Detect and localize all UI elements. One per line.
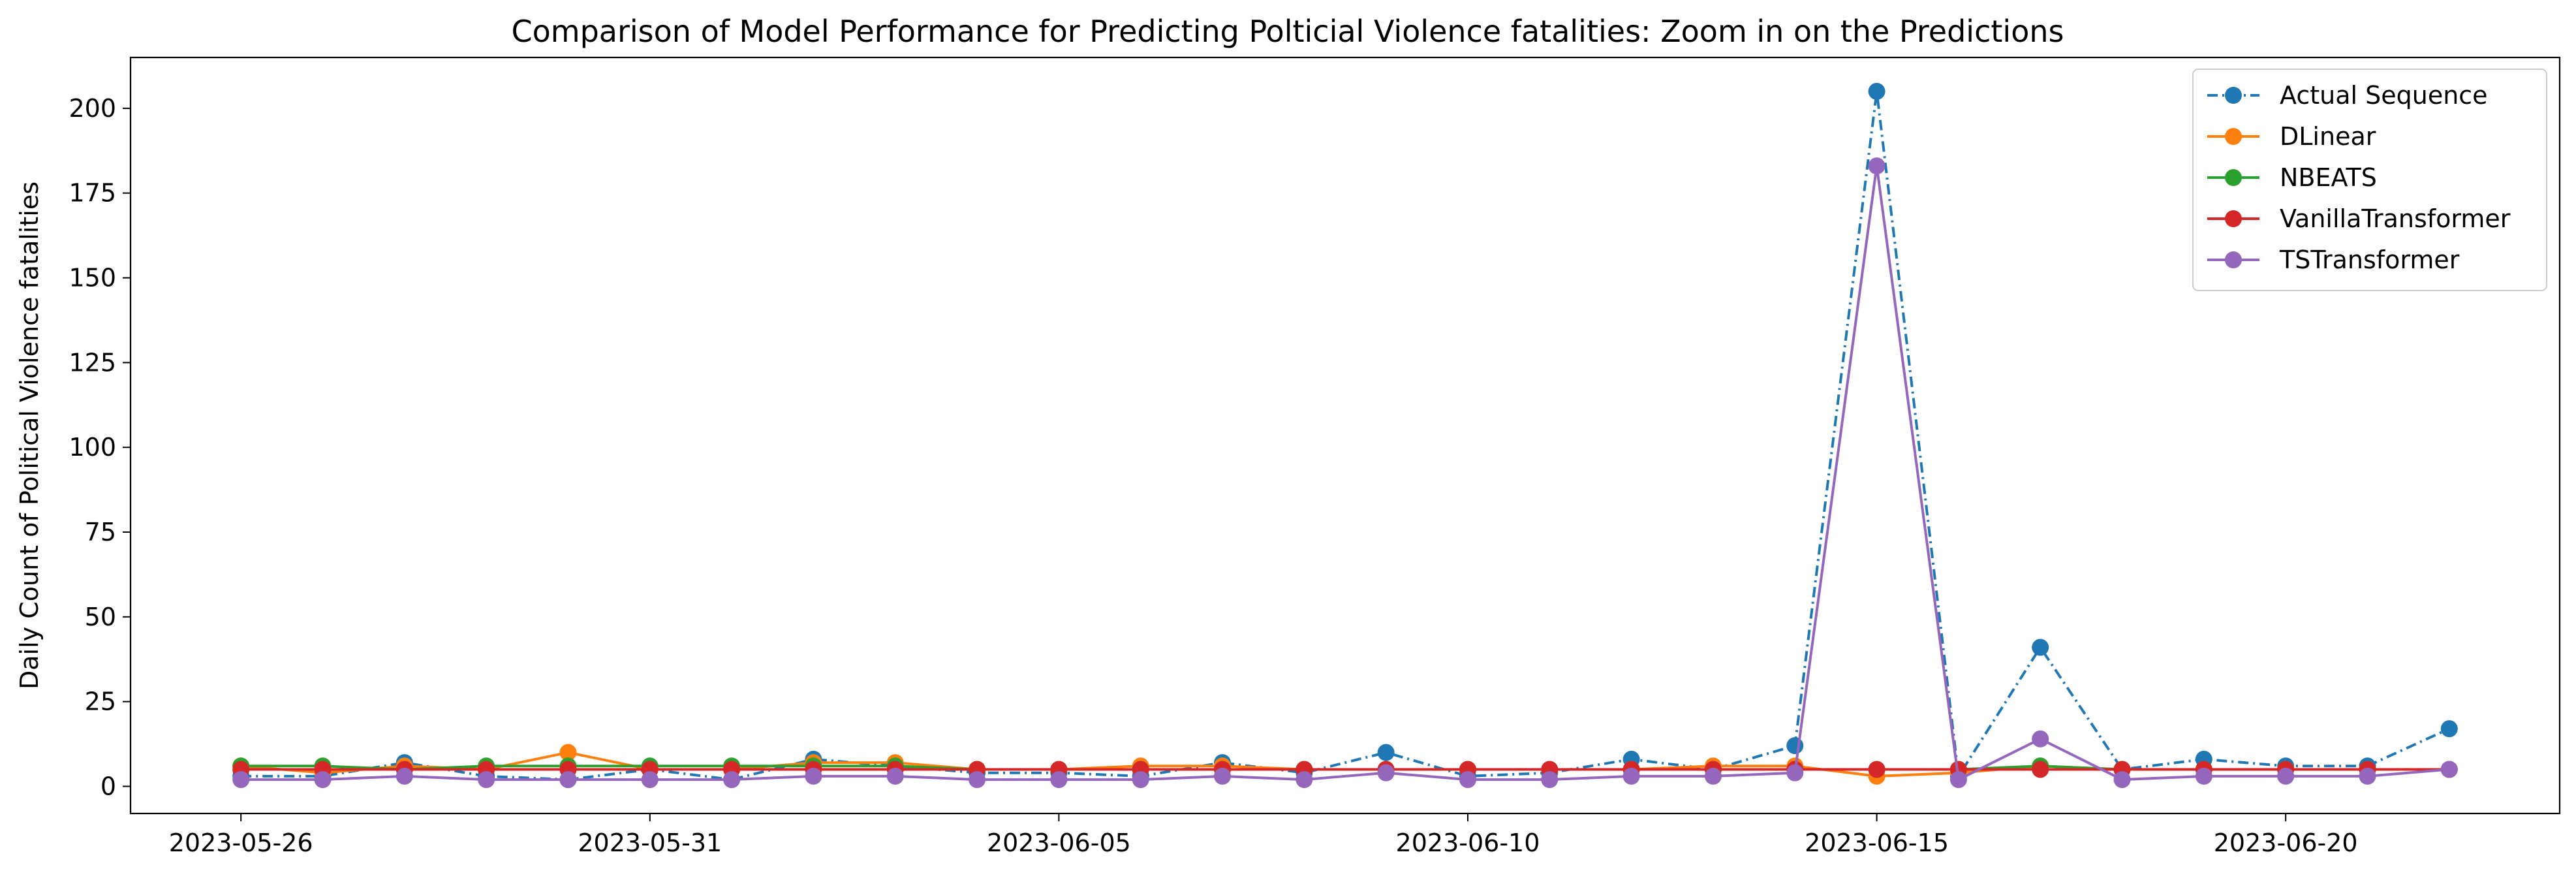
x-tick-label: 2023-05-31 <box>578 829 722 857</box>
legend-label: Actual Sequence <box>2280 81 2488 110</box>
y-tick-label: 150 <box>69 264 116 292</box>
data-point <box>1050 771 1068 789</box>
legend: Actual Sequence DLinear NBEATS VanillaTrans… <box>2192 69 2547 291</box>
legend-label: VanillaTransformer <box>2280 204 2511 233</box>
y-tick-label: 100 <box>69 433 116 462</box>
legend-marker <box>2225 169 2242 186</box>
data-point <box>2440 761 2458 778</box>
legend-label: NBEATS <box>2280 163 2377 192</box>
data-point <box>2277 767 2295 785</box>
legend-item: VanillaTransformer <box>2207 204 2511 233</box>
data-point <box>1377 764 1395 781</box>
legend-marker <box>2225 210 2242 227</box>
data-point <box>1868 761 1885 778</box>
data-point <box>478 771 495 789</box>
legend-label: DLinear <box>2280 122 2376 151</box>
data-point <box>2032 730 2049 748</box>
data-point <box>559 771 577 789</box>
data-point <box>314 771 332 789</box>
y-tick-label: 0 <box>101 772 116 800</box>
chart-title: Comparison of Model Performance for Pred… <box>512 14 2064 49</box>
y-tick-label: 25 <box>85 687 116 716</box>
legend-marker <box>2225 251 2242 268</box>
data-point <box>1786 764 1804 781</box>
data-point <box>2032 639 2049 656</box>
x-tick-label: 2023-06-15 <box>1805 829 1949 857</box>
legend-marker <box>2225 87 2242 104</box>
data-point <box>1377 744 1395 761</box>
y-tick-label: 75 <box>85 518 116 546</box>
data-point <box>641 771 659 789</box>
x-tick-label: 2023-05-26 <box>169 829 313 857</box>
data-point <box>1459 771 1476 789</box>
axes-frame <box>129 56 2561 815</box>
data-point <box>1214 767 1232 785</box>
data-point <box>969 771 986 789</box>
data-point <box>1622 767 1640 785</box>
legend-item: TSTransformer <box>2207 245 2460 274</box>
data-point <box>2113 771 2131 789</box>
legend-label: TSTransformer <box>2279 245 2460 274</box>
legend-box <box>2192 69 2547 291</box>
plot-area: 0 25 50 75 100 125 150 175 200 2023-05-26 2023-05-… <box>69 56 2561 857</box>
y-tick-label: 50 <box>85 603 116 631</box>
data-point <box>1949 771 1967 789</box>
legend-item: DLinear <box>2207 122 2376 151</box>
data-point <box>396 767 413 785</box>
data-point <box>805 767 822 785</box>
legend-item: Actual Sequence <box>2207 81 2488 110</box>
y-axis-label: Daily Count of Political Violence fatali… <box>15 182 44 689</box>
x-tick-label: 2023-06-05 <box>987 829 1131 857</box>
data-point <box>1541 771 1559 789</box>
data-point <box>1868 82 1885 100</box>
y-tick-label: 175 <box>69 179 116 208</box>
data-point <box>1704 767 1722 785</box>
data-point <box>2195 767 2212 785</box>
series-actual-sequence <box>232 82 2458 789</box>
data-point <box>723 771 741 789</box>
legend-item: NBEATS <box>2207 163 2377 192</box>
data-point <box>1786 737 1804 755</box>
x-tick-label: 2023-06-20 <box>2214 829 2358 857</box>
data-point <box>886 767 904 785</box>
legend-marker <box>2225 128 2242 145</box>
y-tick-label: 200 <box>69 94 116 123</box>
series-line <box>241 165 2449 781</box>
y-tick-label: 125 <box>69 348 116 377</box>
data-point <box>1868 157 1885 175</box>
data-point <box>1132 771 1149 789</box>
series-line <box>241 89 2450 781</box>
series-tstransformer <box>232 157 2458 789</box>
data-point <box>2359 767 2376 785</box>
data-point <box>2032 761 2049 778</box>
data-point <box>232 771 250 789</box>
data-point <box>559 744 577 761</box>
data-point <box>1296 771 1313 789</box>
data-point <box>2440 720 2458 738</box>
x-tick-label: 2023-06-10 <box>1396 829 1540 857</box>
